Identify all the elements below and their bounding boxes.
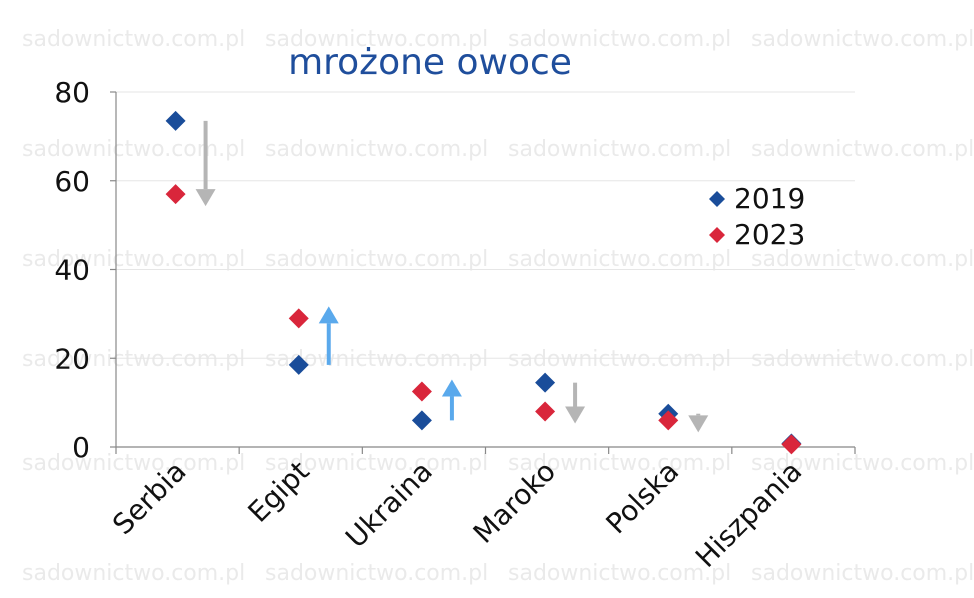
watermark-text: sadownictwo.com.pl <box>22 137 245 162</box>
watermark-text: sadownictwo.com.pl <box>751 451 974 476</box>
change-arrow-head <box>441 379 462 397</box>
watermark-text: sadownictwo.com.pl <box>22 27 245 52</box>
legend: 2019 2023 <box>709 182 805 251</box>
axes <box>110 91 856 454</box>
watermark-text: sadownictwo.com.pl <box>265 561 488 586</box>
watermark-text: sadownictwo.com.pl <box>508 347 731 372</box>
watermark-text: sadownictwo.com.pl <box>508 561 731 586</box>
data-point-2023-ukraina <box>411 381 432 402</box>
data-points <box>165 110 802 455</box>
change-arrow-head <box>318 306 339 324</box>
legend-label-2019: 2019 <box>734 182 805 215</box>
data-point-2023-serbia <box>165 184 186 205</box>
watermark-text: sadownictwo.com.pl <box>265 451 488 476</box>
watermark-layer: sadownictwo.com.pl sadownictwo.com.pl sado… <box>22 27 974 586</box>
watermark-text: sadownictwo.com.pl <box>22 247 245 272</box>
data-point-2023-polska <box>658 410 679 431</box>
watermark-text: sadownictwo.com.pl <box>22 561 245 586</box>
gridlines <box>116 91 855 359</box>
watermark-text: sadownictwo.com.pl <box>751 137 974 162</box>
watermark-text: sadownictwo.com.pl <box>265 137 488 162</box>
watermark-text: sadownictwo.com.pl <box>751 347 974 372</box>
y-tick-labels: 0 20 40 60 80 <box>54 76 90 464</box>
chart-title: mrożone owoce <box>288 42 572 83</box>
change-arrow-head <box>195 189 216 207</box>
watermark-text: sadownictwo.com.pl <box>265 247 488 272</box>
data-point-2023-maroko <box>535 401 556 422</box>
data-point-2019-maroko <box>535 372 556 393</box>
change-arrow-head <box>565 406 586 424</box>
legend-label-2023: 2023 <box>734 218 805 251</box>
y-tick-label: 20 <box>54 342 90 375</box>
watermark-text: sadownictwo.com.pl <box>508 451 731 476</box>
data-point-2023-egipt <box>288 308 309 329</box>
watermark-text: sadownictwo.com.pl <box>265 27 488 52</box>
watermark-text: sadownictwo.com.pl <box>22 451 245 476</box>
y-tick-label: 40 <box>54 254 90 287</box>
watermark-text: sadownictwo.com.pl <box>751 561 974 586</box>
y-tick-label: 60 <box>54 165 90 198</box>
watermark-text: sadownictwo.com.pl <box>751 27 974 52</box>
data-point-2019-ukraina <box>411 410 432 431</box>
y-tick-label: 80 <box>54 76 90 109</box>
legend-marker-2023 <box>709 227 725 243</box>
data-point-2019-egipt <box>288 354 309 375</box>
watermark-text: sadownictwo.com.pl <box>508 27 731 52</box>
watermark-text: sadownictwo.com.pl <box>22 347 245 372</box>
legend-marker-2019 <box>709 191 725 207</box>
watermark-text: sadownictwo.com.pl <box>508 137 731 162</box>
data-point-2023-hiszpania <box>781 434 802 455</box>
change-arrows <box>195 120 709 433</box>
y-tick-label: 0 <box>72 431 90 464</box>
change-arrow-head <box>688 415 709 433</box>
watermark-text: sadownictwo.com.pl <box>508 247 731 272</box>
data-point-2019-serbia <box>165 110 186 131</box>
watermark-text: sadownictwo.com.pl <box>751 247 974 272</box>
